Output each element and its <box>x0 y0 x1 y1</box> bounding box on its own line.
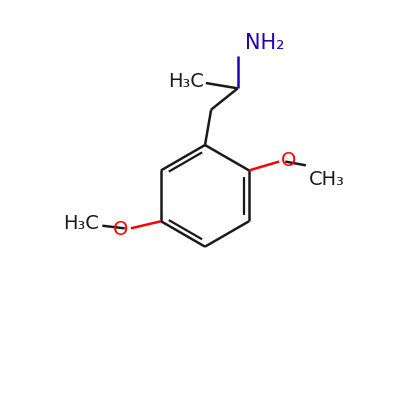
Text: H₃C: H₃C <box>63 214 99 233</box>
Text: O: O <box>281 151 297 170</box>
Text: H₃C: H₃C <box>168 72 204 91</box>
Text: NH₂: NH₂ <box>244 33 284 53</box>
Text: O: O <box>113 220 129 239</box>
Text: CH₃: CH₃ <box>309 170 345 189</box>
